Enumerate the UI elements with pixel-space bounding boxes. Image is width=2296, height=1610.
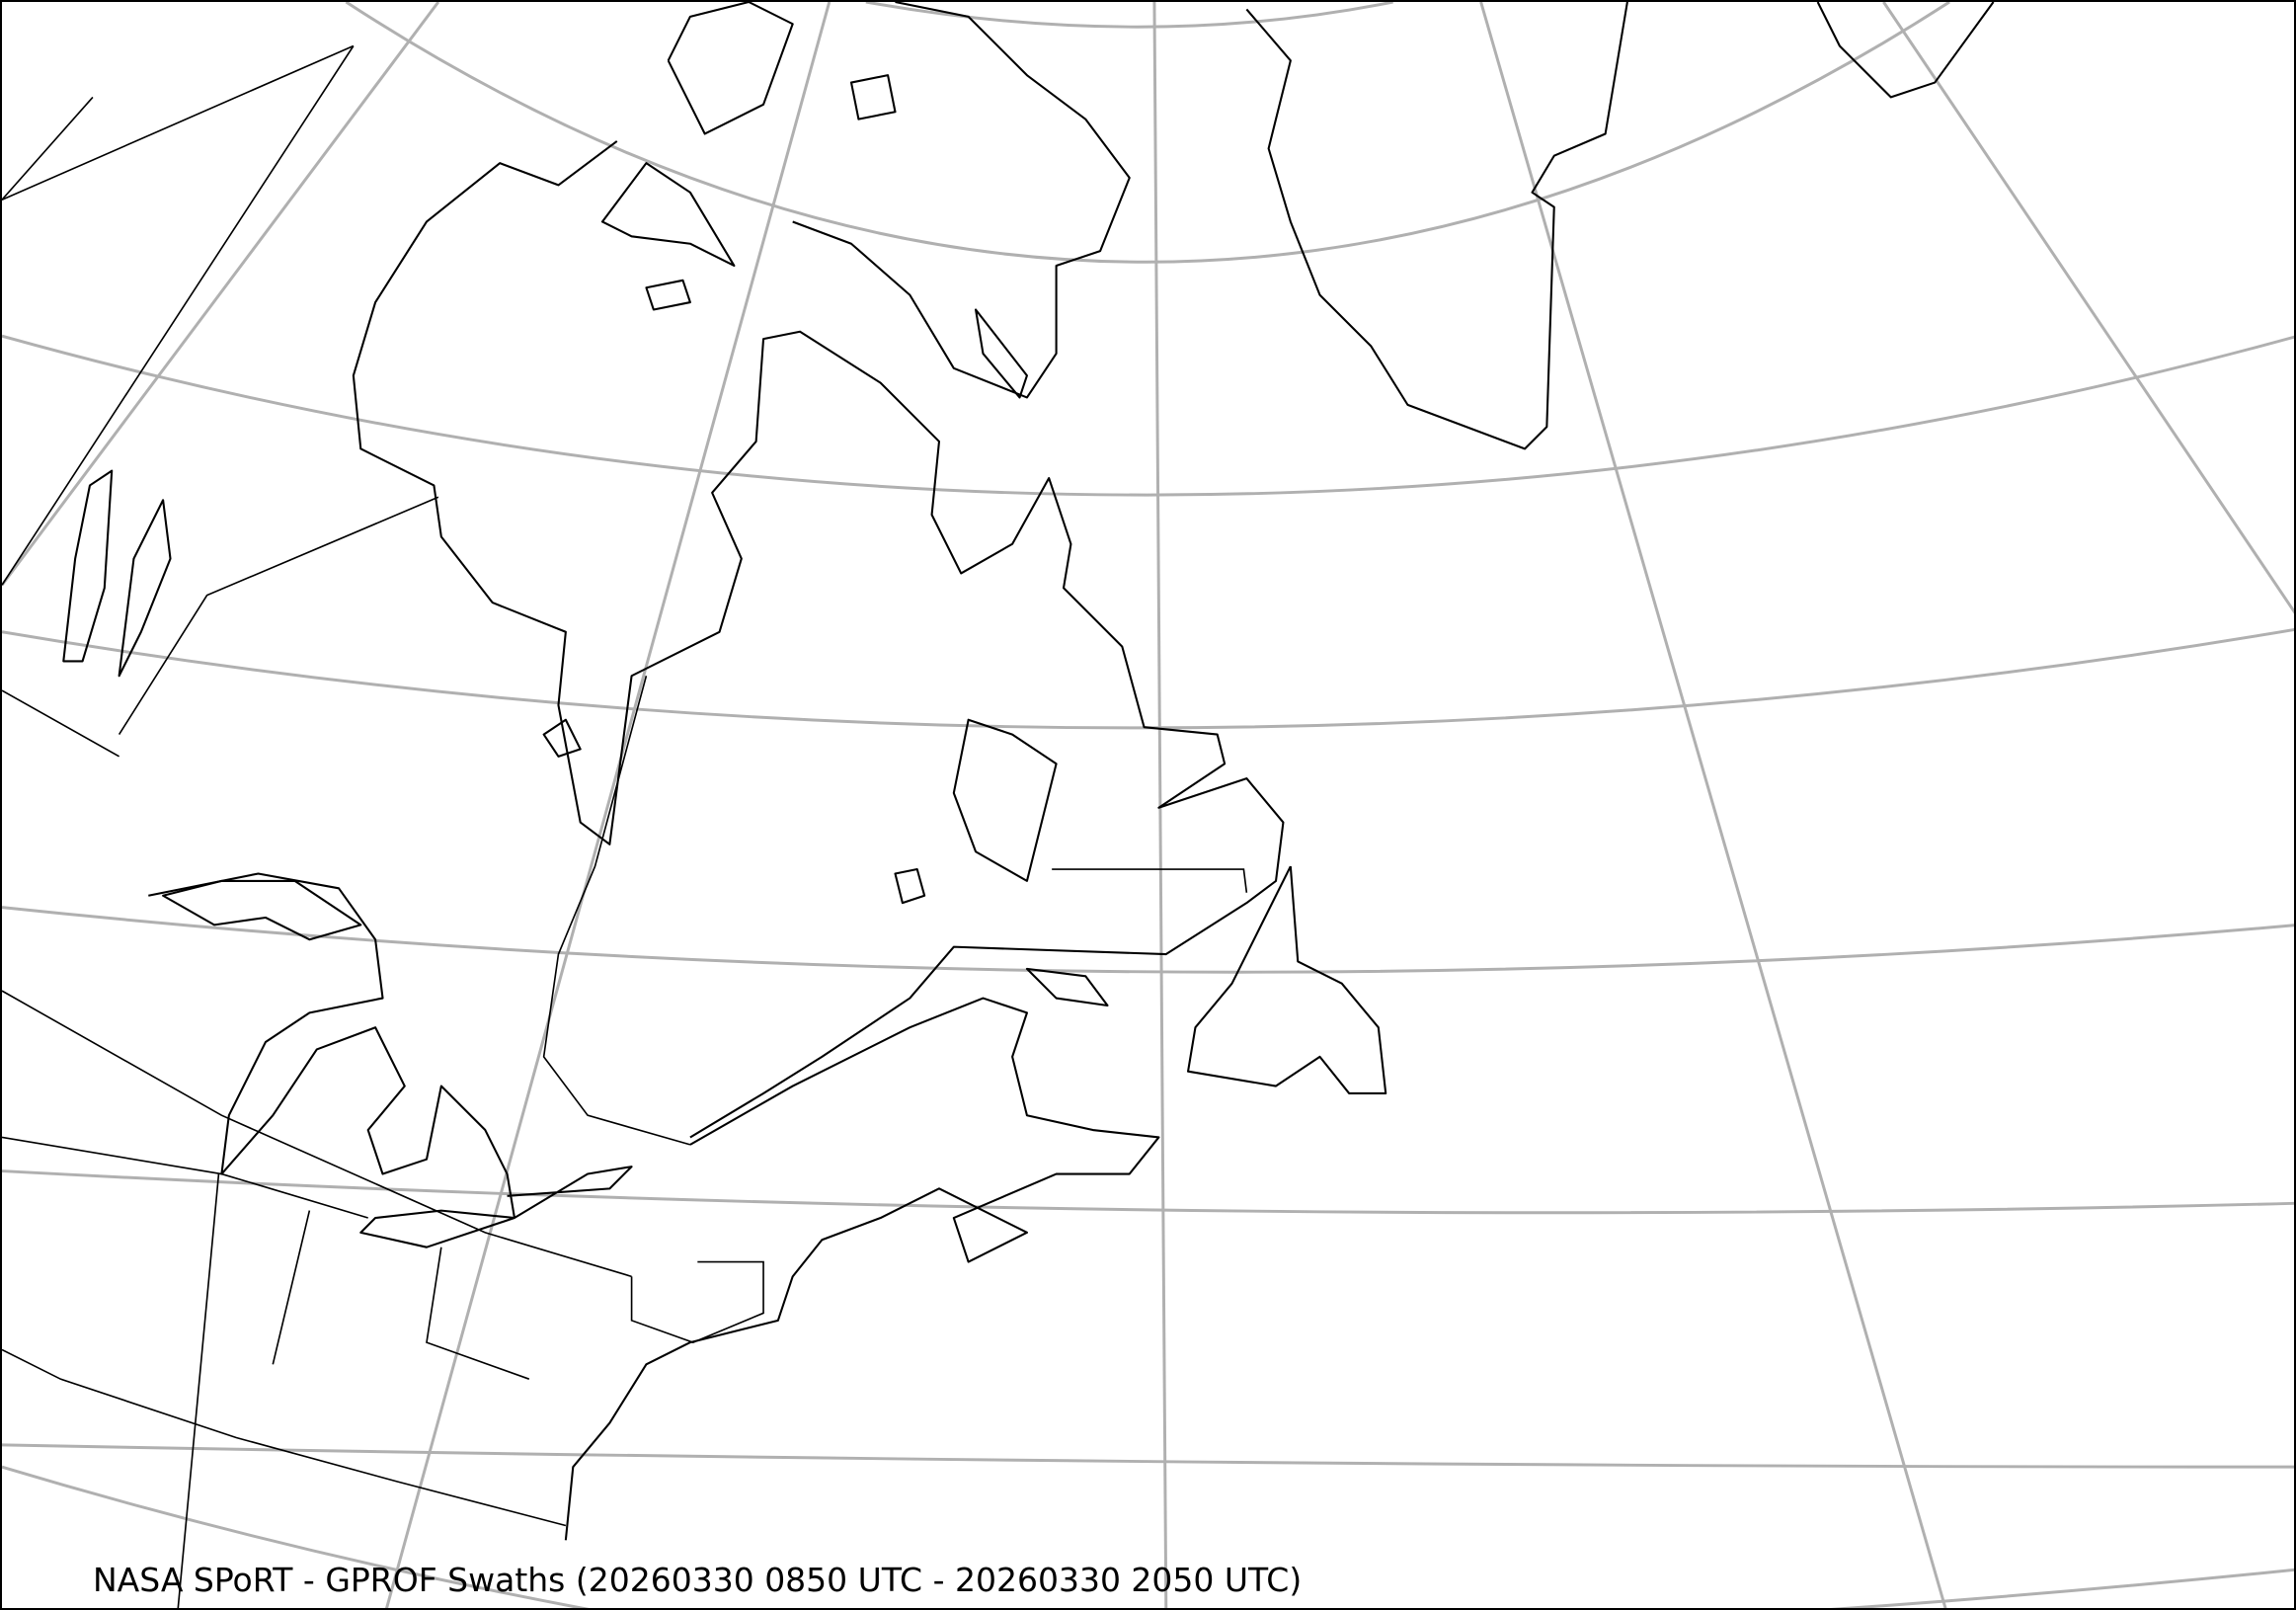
greenland <box>1245 2 1628 450</box>
lake <box>849 74 897 121</box>
hudson-bay-coast <box>352 140 1285 1139</box>
lake <box>542 718 582 758</box>
lake-superior <box>162 879 362 941</box>
parallel <box>2 1443 2294 1469</box>
parallel <box>2 1169 2294 1215</box>
parallel <box>1830 1568 2294 1608</box>
lake <box>645 279 691 311</box>
newfoundland <box>1187 865 1387 1094</box>
great-lakes <box>148 872 633 1248</box>
map-title: NASA SPoRT - GPROF Swaths (20260330 0850… <box>93 1561 1303 1599</box>
labrador-interior-lakes <box>952 718 1058 882</box>
meridian <box>1882 2 2294 614</box>
lake <box>975 308 1028 399</box>
coastlines <box>62 2 1995 1541</box>
meridian <box>385 2 831 1608</box>
meridian <box>2 2 440 587</box>
parallel <box>2 906 2294 974</box>
parallel <box>865 2 1393 29</box>
west-lakes <box>118 499 172 678</box>
meridian <box>1479 2 1947 1608</box>
lake <box>894 867 926 905</box>
lake <box>1025 967 1109 1007</box>
parallel <box>2 334 2294 497</box>
baffin-island <box>792 2 1131 399</box>
greenland-east <box>1816 2 1995 99</box>
lake-winnipeg <box>62 469 114 663</box>
arctic-islands <box>600 162 736 268</box>
parallel <box>345 2 1950 264</box>
arctic-islands <box>667 2 794 135</box>
parallel <box>2 627 2294 730</box>
parallel <box>2 1465 590 1608</box>
borders <box>2 44 1248 1608</box>
st-lawrence-south <box>564 997 1160 1541</box>
